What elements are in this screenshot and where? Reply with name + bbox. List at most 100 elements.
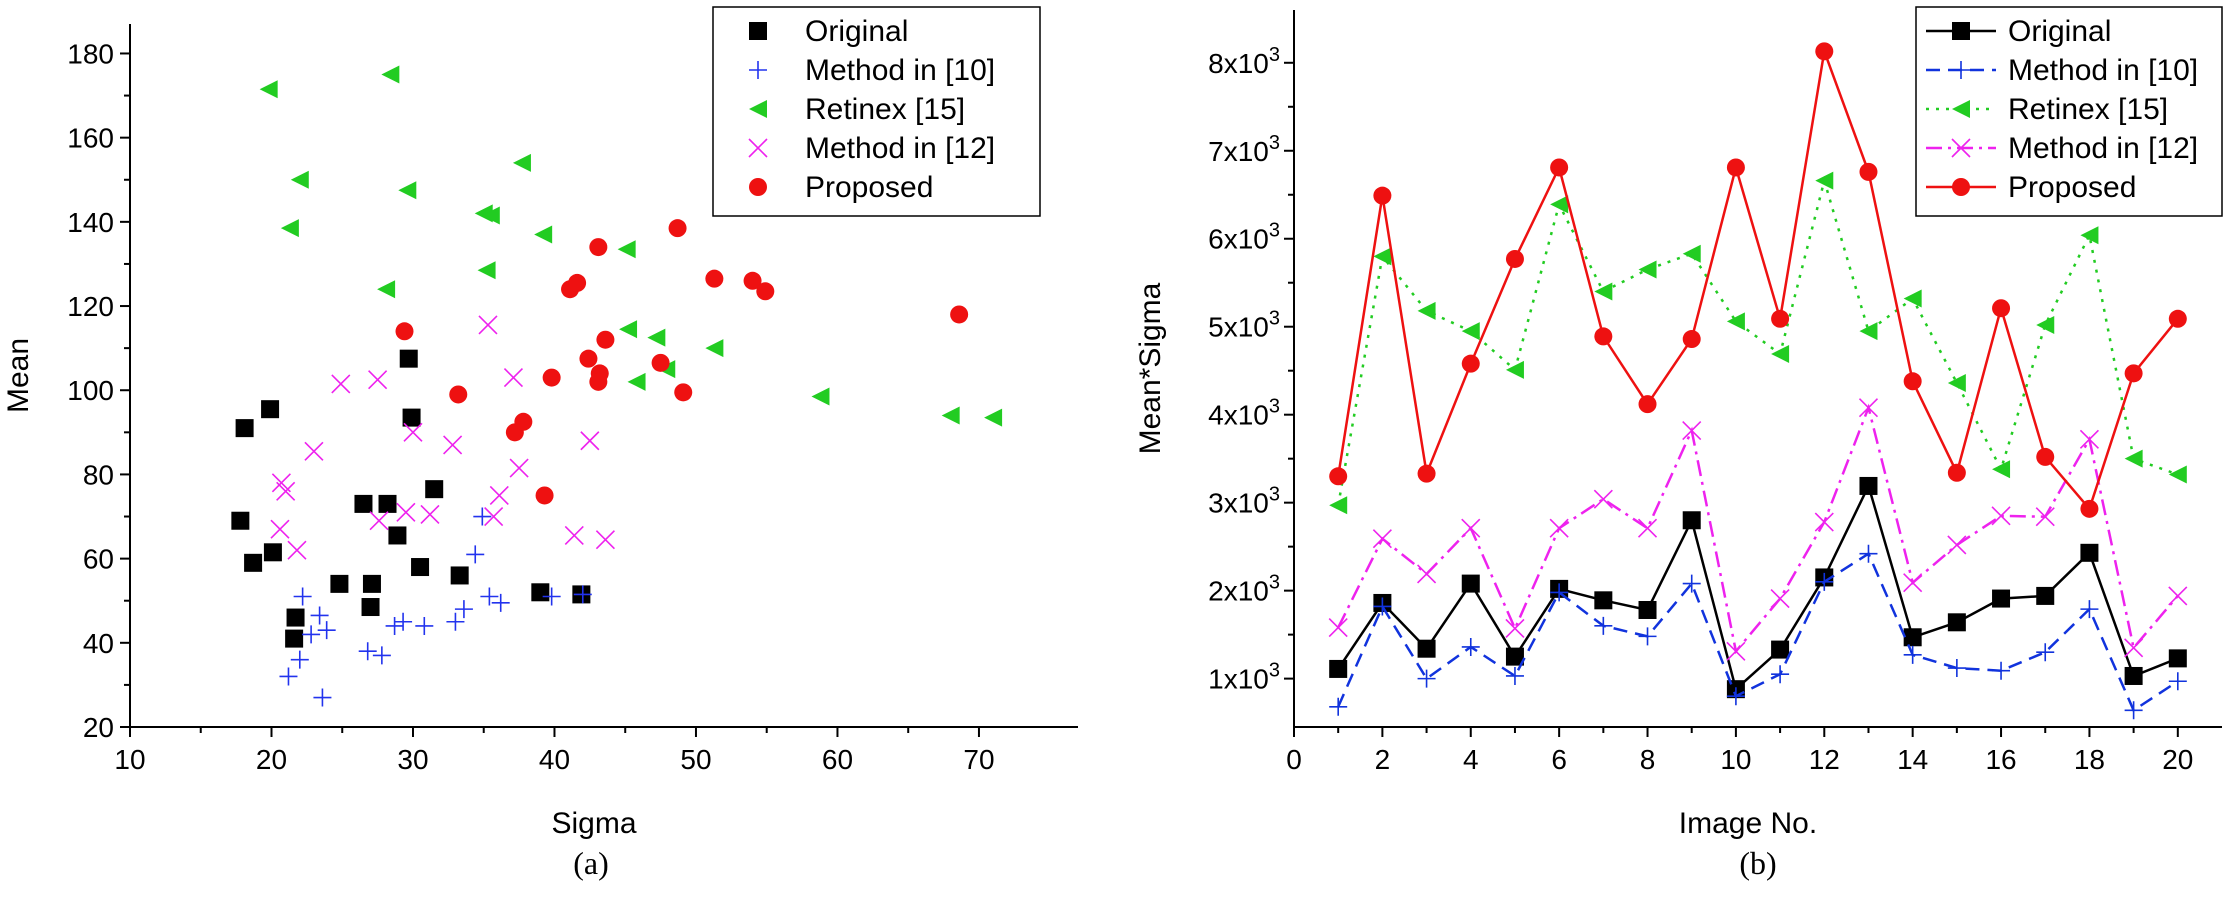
data-point [1373,247,1392,266]
panel-label: (b) [1739,845,1776,881]
data-point [2035,507,2055,527]
data-point [285,629,304,648]
data-point [674,383,693,402]
data-point [589,372,608,391]
data-point [398,181,417,200]
legend-box [712,6,1041,217]
data-point [2124,701,2143,720]
data-point [542,368,561,387]
data-point [514,412,533,431]
x-tick-label: 16 [1985,744,2016,775]
data-point [425,480,444,499]
x-tick-label: 70 [963,744,994,775]
legend-item-method-in-12: Method in [12] [1926,132,2198,165]
series-line [1337,551,2179,713]
data-point [1417,564,1437,584]
legend-marker-square-icon [749,22,767,40]
y-tick-label: 5x103 [1208,308,1280,343]
data-point [2036,643,2055,662]
data-point [361,598,380,617]
legend-marker-plus-icon [749,61,767,79]
y-tick-label: 140 [67,207,114,238]
data-point [651,353,670,372]
series-proposed [1329,42,2187,518]
y-tick-label: 180 [67,38,114,69]
legend-item-method-in-12: Method in [12] [748,132,995,165]
data-point [317,621,336,640]
series-original [1329,476,2187,699]
data-point [1859,476,1878,495]
legend-item-method-in-10: Method in [10] [749,54,995,87]
x-tick-label: 6 [1551,744,1567,775]
series-line [1336,46,2179,512]
data-point [484,506,504,527]
data-point [564,525,584,546]
data-point [290,650,309,669]
legend-label: Original [805,15,908,48]
data-point [535,486,554,505]
series-method-in-10 [1329,544,2187,720]
data-point [1505,618,1525,639]
data-point [1417,639,1436,658]
data-point [478,315,498,335]
data-point [950,305,969,324]
data-point [276,481,296,501]
data-point [481,206,500,225]
data-point [1328,618,1348,638]
series-proposed [395,219,969,505]
data-point [1461,637,1480,656]
data-point [705,269,724,288]
data-point [1550,158,1569,177]
legend-label: Method in [12] [2008,132,2198,165]
data-point [287,540,307,560]
data-point [446,612,465,631]
data-point [1859,322,1878,341]
x-axis-title: Sigma [551,807,636,840]
data-point [1461,518,1481,538]
y-tick-exponent: 3 [1269,572,1280,594]
y-tick-mantissa: 1x10 [1208,664,1269,695]
data-point [372,646,391,665]
data-point [280,219,299,238]
data-point [1859,544,1878,563]
data-point [1859,162,1878,181]
legend-marker-triangle-left-icon [749,100,767,118]
data-point [1903,289,1922,308]
data-point [1461,322,1480,341]
data-point [1815,42,1834,61]
data-point [290,170,309,189]
data-point [2079,429,2099,449]
y-axis-title: Mean*Sigma [1134,282,1167,454]
data-point [304,441,324,461]
data-point [1638,600,1657,619]
data-point [1771,640,1790,659]
data-point [302,625,321,644]
legend-label: Method in [10] [2008,54,2198,87]
data-point [756,282,775,301]
data-point [534,225,553,244]
data-point [668,219,687,238]
data-point [477,261,496,280]
data-point [1505,360,1524,379]
legend-label: Proposed [2008,171,2136,204]
data-point [1947,463,1966,482]
y-tick-mantissa: 2x10 [1208,576,1269,607]
y-tick-exponent: 3 [1269,220,1280,242]
x-tick-label: 30 [397,744,428,775]
data-point [941,406,960,425]
data-point [1903,628,1922,647]
legend-label: Original [2008,15,2111,48]
data-point [354,494,373,513]
series-retinex-15 [259,65,1003,427]
data-point [473,507,492,526]
data-point [2124,449,2143,468]
data-point [394,612,413,631]
y-tick-mantissa: 4x10 [1208,400,1269,431]
data-point [259,80,278,99]
data-point [1417,301,1436,320]
chart-panel-b: 0 2 4 6 8 10 12 14 16 18 201x1032x1033x1034x1035x1… [1134,6,2223,881]
data-point [395,322,414,341]
data-point [1726,158,1745,177]
data-point [1682,420,1702,441]
data-point [1682,244,1701,263]
